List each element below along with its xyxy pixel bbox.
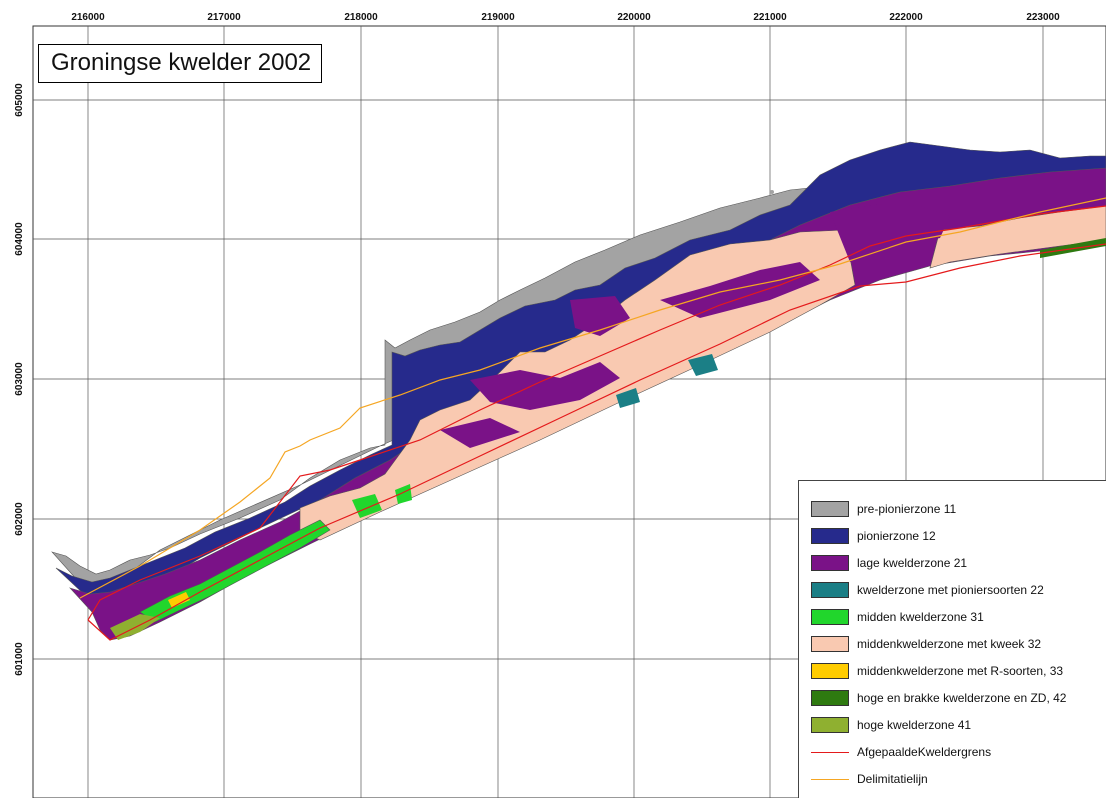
zone-pre-pionierzone-dot <box>546 286 550 290</box>
zone-kwelderzone-pioniersoorten <box>616 388 640 408</box>
x-tick-label: 222000 <box>889 12 923 23</box>
legend-label: middenkwelderzone met kweek 32 <box>857 637 1042 651</box>
zone-pre-pionierzone-dot <box>770 190 774 194</box>
x-tick-label: 218000 <box>344 12 378 23</box>
legend-item: pre-pionierzone 11 <box>811 499 956 519</box>
salt-marsh-zones <box>51 141 1106 641</box>
legend-swatch <box>811 501 849 517</box>
x-tick-label: 223000 <box>1026 12 1060 23</box>
y-tick-label: 601000 <box>14 642 25 676</box>
zone-kwelderzone-pioniersoorten <box>688 354 718 376</box>
legend-label: hoge en brakke kwelderzone en ZD, 42 <box>857 691 1067 705</box>
afgepaalde-kweldergrens <box>87 205 1106 641</box>
y-tick-labels: 605000 604000 603000 602000 601000 <box>14 83 25 676</box>
y-tick-label: 602000 <box>14 502 25 536</box>
legend-swatch <box>811 717 849 733</box>
legend-swatch <box>811 582 849 598</box>
zone-midden-kwelderzone <box>395 484 412 504</box>
zone-midden-kwelderzone <box>352 494 382 518</box>
legend-label: lage kwelderzone 21 <box>857 556 968 570</box>
x-tick-label: 220000 <box>617 12 651 23</box>
legend-swatch <box>811 528 849 544</box>
legend-label: middenkwelderzone met R-soorten, 33 <box>857 664 1064 678</box>
x-tick-label: 219000 <box>481 12 515 23</box>
legend-item: hoge en brakke kwelderzone en ZD, 42 <box>811 688 1066 708</box>
y-tick-label: 604000 <box>14 222 25 256</box>
legend-swatch <box>811 609 849 625</box>
legend-item: middenkwelderzone met kweek 32 <box>811 634 1041 654</box>
map-title: Groningse kwelder 2002 <box>38 44 323 83</box>
zone-middenkwelderzone-r-soorten <box>168 592 190 608</box>
legend-item: middenkwelderzone met R-soorten, 33 <box>811 661 1063 681</box>
legend-line-swatch <box>811 778 849 780</box>
legend-item: kwelderzone met pioniersoorten 22 <box>811 580 1044 600</box>
zone-lage-kwelderzone-patch <box>570 296 630 336</box>
legend-item: lage kwelderzone 21 <box>811 553 967 573</box>
legend-label: kwelderzone met pioniersoorten 22 <box>857 583 1044 597</box>
legend-item: hoge kwelderzone 41 <box>811 715 971 735</box>
zone-lage-kwelderzone-patch <box>660 262 820 318</box>
zone-pre-pionierzone-dot <box>538 282 542 286</box>
legend-label: pre-pionierzone 11 <box>857 502 957 516</box>
legend-swatch <box>811 636 849 652</box>
legend-label: midden kwelderzone 31 <box>857 610 984 624</box>
legend-label: hoge kwelderzone 41 <box>857 718 972 732</box>
x-tick-label: 216000 <box>71 12 105 23</box>
legend-label: AfgepaaldeKweldergrens <box>857 745 992 759</box>
legend-label: Delimitatielijn <box>857 772 928 786</box>
zone-lage-kwelderzone-patch <box>440 418 520 448</box>
x-tick-labels: 216000 217000 218000 219000 220000 22100… <box>71 12 1060 23</box>
legend-line-swatch <box>811 751 849 753</box>
x-tick-label: 217000 <box>207 12 241 23</box>
zone-lage-kwelderzone-patch <box>470 362 620 410</box>
zone-lage-kwelderzone-patch <box>830 204 950 262</box>
legend-item: midden kwelderzone 31 <box>811 607 984 627</box>
x-tick-label: 221000 <box>753 12 787 23</box>
delimitatielijn <box>79 197 1106 599</box>
legend-item: pionierzone 12 <box>811 526 936 546</box>
legend-swatch <box>811 690 849 706</box>
legend: pre-pionierzone 11 pionierzone 12 lage k… <box>798 480 1106 798</box>
legend-label: pionierzone 12 <box>857 529 936 543</box>
legend-item: AfgepaaldeKweldergrens <box>811 742 991 762</box>
legend-item: Delimitatielijn <box>811 769 928 789</box>
y-tick-label: 603000 <box>14 362 25 396</box>
y-tick-label: 605000 <box>14 83 25 117</box>
legend-swatch <box>811 555 849 571</box>
legend-swatch <box>811 663 849 679</box>
